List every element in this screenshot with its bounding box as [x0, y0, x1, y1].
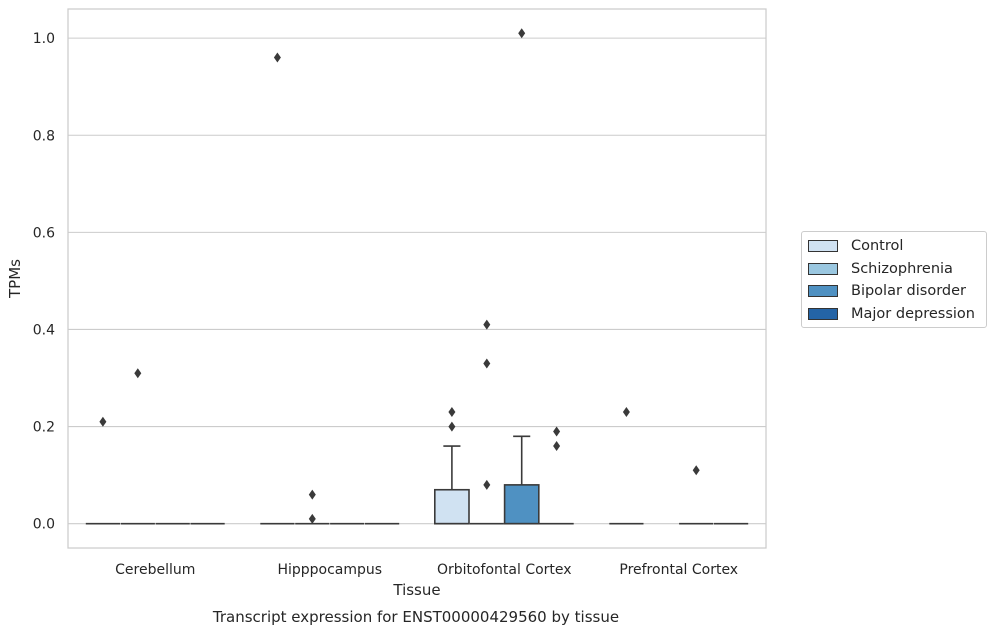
legend-label-bipolar-disorder: Bipolar disorder: [851, 283, 966, 300]
box-schizophrenia-2: [469, 319, 504, 525]
legend-item-bipolar-disorder: Bipolar disorder: [802, 280, 986, 303]
outlier-point: [622, 407, 630, 418]
legend-swatch-major-depression: [808, 307, 838, 320]
y-tick-label: 0.8: [33, 128, 55, 144]
outlier-point: [99, 416, 107, 427]
box-control-0: [85, 416, 121, 525]
legend-swatch-control: [808, 240, 838, 253]
plot-frame: [67, 8, 767, 549]
chart-title: Transcript expression for ENST0000042956…: [212, 608, 619, 626]
outlier-point: [553, 441, 561, 452]
outlier-point: [553, 426, 561, 437]
box-bipolar-disorder-3: [679, 465, 714, 525]
legend-swatch-schizophrenia: [808, 262, 838, 275]
outlier-point: [308, 489, 316, 500]
x-tick-label: Orbitofontal Cortex: [437, 562, 572, 578]
box-bipolar-disorder-2: [503, 28, 540, 525]
grid-lines: [68, 37, 766, 525]
outlier-point: [308, 513, 316, 524]
y-tick-label: 0.2: [33, 420, 55, 436]
legend: Control Schizophrenia Bipolar disorder M…: [801, 231, 987, 328]
box-major-depression-2: [539, 426, 574, 525]
outlier-point: [692, 465, 700, 476]
legend-item-major-depression: Major depression: [802, 303, 986, 326]
legend-item-schizophrenia: Schizophrenia: [802, 258, 986, 281]
outlier-point: [518, 28, 526, 39]
box-schizophrenia-0: [120, 368, 155, 525]
x-tick-label: Hipppocampus: [277, 562, 382, 578]
x-tick-label: Prefrontal Cortex: [619, 562, 738, 578]
box-control-3: [609, 407, 644, 525]
box-schizophrenia-1: [295, 489, 330, 525]
box-series: [85, 28, 749, 525]
outlier-point: [483, 319, 491, 330]
outlier-point: [483, 358, 491, 369]
x-tick-label: Cerebellum: [115, 562, 195, 578]
legend-swatch-bipolar-disorder: [808, 285, 838, 298]
box-body: [433, 488, 470, 525]
box-control-2: [433, 407, 470, 525]
y-tick-label: 0.6: [33, 225, 55, 241]
legend-item-control: Control: [802, 235, 986, 258]
outlier-point: [134, 368, 142, 379]
y-tick-labels: 0.0 0.2 0.4 0.6 0.8 1.0: [33, 31, 55, 533]
y-tick-label: 0.4: [33, 322, 55, 338]
y-axis-title: TPMs: [6, 259, 24, 299]
x-axis-title: Tissue: [392, 581, 440, 599]
y-tick-label: 0.0: [33, 517, 55, 533]
y-tick-label: 1.0: [33, 31, 55, 47]
box-body: [503, 484, 540, 525]
outlier-point: [448, 407, 456, 418]
outlier-point: [273, 52, 281, 63]
outlier-point: [448, 421, 456, 432]
outlier-point: [483, 479, 491, 490]
box-control-1: [260, 52, 295, 525]
legend-label-schizophrenia: Schizophrenia: [851, 260, 953, 277]
legend-label-control: Control: [851, 238, 904, 255]
x-tick-labels: Cerebellum Hipppocampus Orbitofontal Corte…: [115, 562, 738, 578]
legend-label-major-depression: Major depression: [851, 305, 975, 322]
